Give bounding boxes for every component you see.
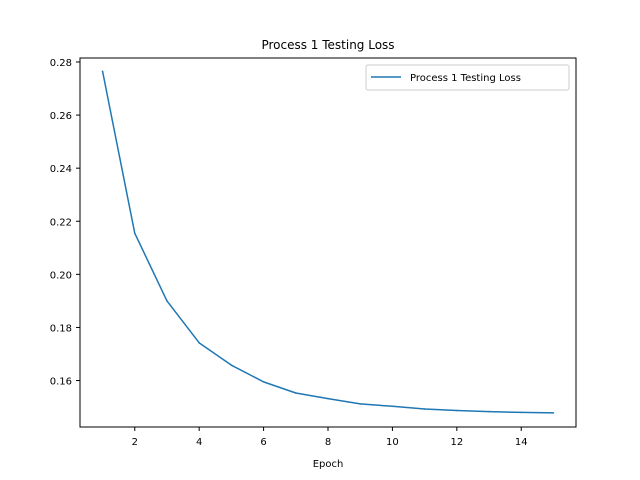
data-point bbox=[262, 381, 265, 383]
data-point bbox=[552, 412, 555, 414]
y-tick-label: 0.28 bbox=[50, 58, 72, 69]
y-tick-label: 0.26 bbox=[50, 111, 72, 122]
data-point bbox=[198, 342, 200, 344]
x-tick-label: 8 bbox=[325, 437, 331, 448]
x-tick-label: 14 bbox=[515, 437, 528, 448]
data-point bbox=[456, 409, 458, 412]
axis-ticks: 2 4 6 8 10 12 14 0.16 0.18 0.20 0.22 0.24 0.26 0.28 bbox=[50, 58, 528, 448]
chart-title: Process 1 Testing Loss bbox=[261, 38, 394, 52]
data-point bbox=[294, 392, 297, 394]
plot-frame bbox=[79, 57, 577, 428]
data-point bbox=[423, 408, 426, 410]
x-tick-label: 10 bbox=[386, 437, 399, 448]
y-tick-label: 0.24 bbox=[50, 164, 72, 175]
y-tick-label: 0.22 bbox=[50, 217, 72, 228]
data-point bbox=[166, 300, 168, 302]
data-point bbox=[488, 410, 490, 413]
data-point bbox=[520, 411, 523, 414]
data-point bbox=[391, 405, 394, 408]
x-axis-label: Epoch bbox=[313, 459, 344, 470]
y-tick-label: 0.20 bbox=[50, 270, 72, 281]
y-tick-label: 0.18 bbox=[50, 323, 72, 334]
x-tick-label: 4 bbox=[196, 437, 202, 448]
legend: Process 1 Testing Loss bbox=[365, 64, 570, 91]
legend-box bbox=[365, 64, 570, 91]
plot-area bbox=[101, 70, 555, 414]
legend-entry-label: Process 1 Testing Loss bbox=[410, 73, 521, 84]
x-tick-label: 12 bbox=[450, 437, 463, 448]
x-tick-label: 2 bbox=[132, 437, 138, 448]
x-tick-label: 6 bbox=[260, 437, 266, 448]
y-tick-label: 0.16 bbox=[50, 377, 72, 388]
data-point bbox=[359, 403, 362, 405]
data-point bbox=[101, 70, 104, 73]
data-point bbox=[230, 364, 233, 366]
data-point bbox=[327, 397, 329, 400]
data-point bbox=[133, 232, 136, 235]
